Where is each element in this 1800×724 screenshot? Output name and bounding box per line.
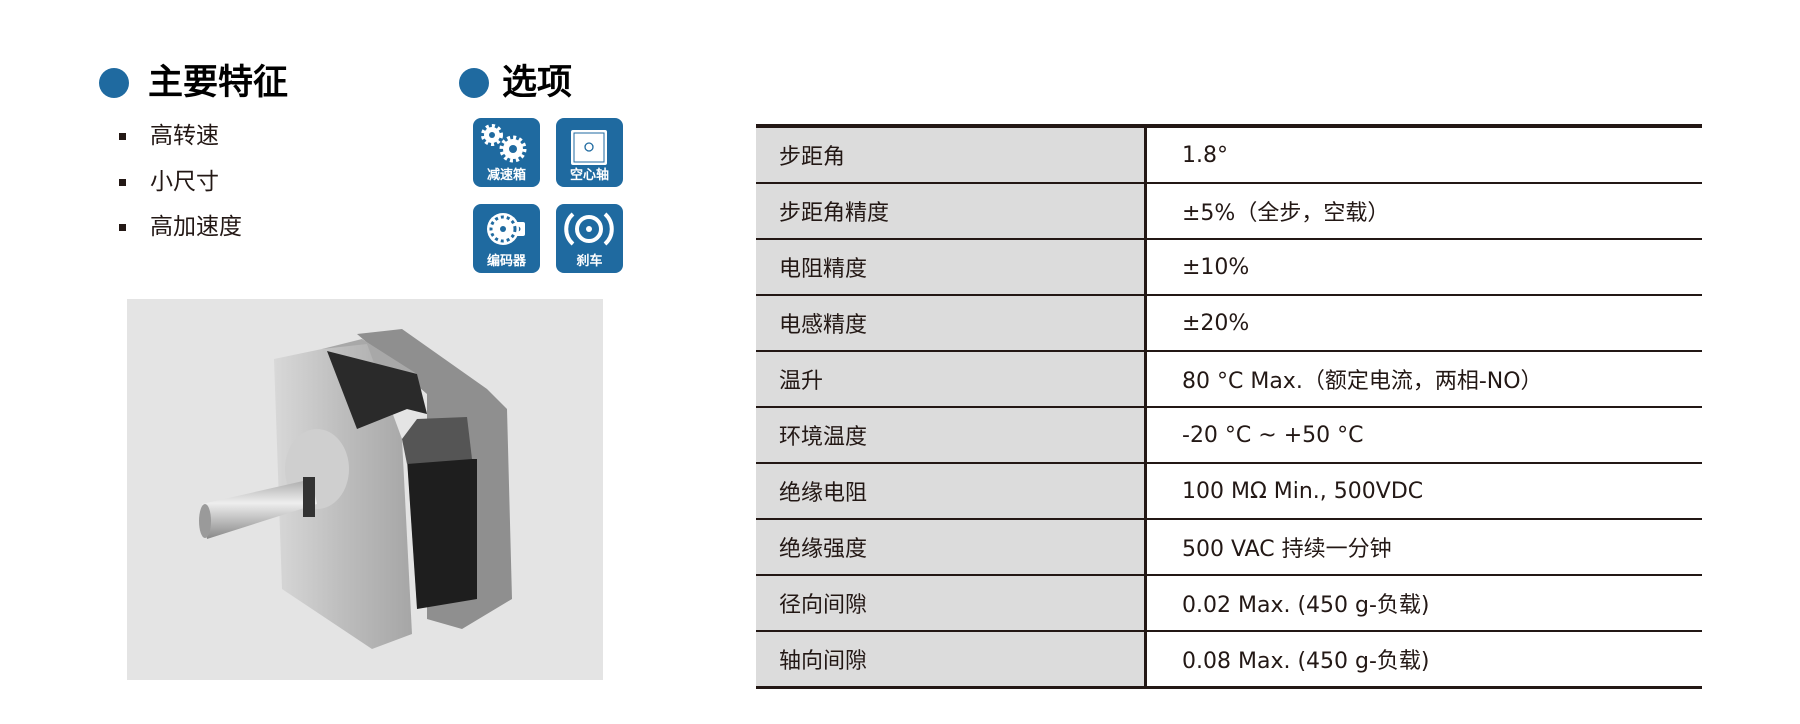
spec-label: 绝缘电阻 bbox=[756, 463, 1147, 520]
brake-icon bbox=[564, 212, 614, 246]
section-bullet-icon bbox=[459, 68, 489, 98]
hollow-shaft-icon bbox=[571, 130, 607, 165]
spec-value: ±20% bbox=[1145, 295, 1702, 352]
spec-row: 步距角 1.8° bbox=[756, 126, 1702, 184]
stepper-motor-image bbox=[199, 329, 512, 649]
option-encoder: 编码器 bbox=[473, 204, 540, 273]
spec-label: 径向间隙 bbox=[756, 575, 1147, 632]
spec-table: 步距角 1.8° 步距角精度 ±5%（全步，空载） 电阻精度 ±10% 电感精度 ±20% 温升… bbox=[756, 124, 1702, 689]
options-heading: 选项 bbox=[502, 63, 573, 103]
spec-label: 电感精度 bbox=[756, 295, 1147, 352]
spec-label: 步距角精度 bbox=[756, 183, 1147, 240]
option-brake: 刹车 bbox=[556, 204, 623, 273]
section-bullet-icon bbox=[99, 68, 129, 98]
spec-value: 1.8° bbox=[1145, 126, 1702, 184]
product-photo bbox=[127, 299, 603, 680]
encoder-icon bbox=[487, 213, 525, 245]
spec-value: 0.02 Max. (450 g-负载) bbox=[1145, 575, 1702, 632]
option-hollow-shaft: 空心轴 bbox=[556, 118, 623, 187]
spec-row: 电感精度 ±20% bbox=[756, 295, 1702, 352]
spec-row: 环境温度 -20 °C ~ +50 °C bbox=[756, 407, 1702, 464]
spec-value: 500 VAC 持续一分钟 bbox=[1145, 519, 1702, 576]
square-bullet-icon bbox=[119, 224, 126, 231]
spec-row: 电阻精度 ±10% bbox=[756, 239, 1702, 296]
spec-value: -20 °C ~ +50 °C bbox=[1145, 407, 1702, 464]
spec-row: 轴向间隙 0.08 Max. (450 g-负载) bbox=[756, 631, 1702, 688]
option-gearbox: 减速箱 bbox=[473, 118, 540, 187]
spec-row: 温升 80 °C Max.（额定电流，两相-NO） bbox=[756, 351, 1702, 408]
spec-value: 0.08 Max. (450 g-负载) bbox=[1182, 649, 1430, 674]
spec-row: 步距角精度 ±5%（全步，空载） bbox=[756, 183, 1702, 240]
spec-value: 100 MΩ Min., 500VDC bbox=[1145, 463, 1702, 520]
spec-label: 步距角 bbox=[756, 126, 1147, 184]
spec-row: 绝缘强度 500 VAC 持续一分钟 bbox=[756, 519, 1702, 576]
spec-label: 环境温度 bbox=[756, 407, 1147, 464]
spec-value: 80 °C Max.（额定电流，两相-NO） bbox=[1145, 351, 1702, 408]
square-bullet-icon bbox=[119, 133, 126, 140]
square-bullet-icon bbox=[119, 179, 126, 186]
spec-value: ±5%（全步，空载） bbox=[1145, 183, 1702, 240]
spec-label: 绝缘强度 bbox=[756, 519, 1147, 576]
spec-label: 轴向间隙 bbox=[756, 631, 1147, 688]
spec-row: 绝缘电阻 100 MΩ Min., 500VDC bbox=[756, 463, 1702, 520]
features-heading: 主要特征 bbox=[148, 63, 289, 103]
spec-value: ±10% bbox=[1145, 239, 1702, 296]
spec-label: 温升 bbox=[756, 351, 1147, 408]
spec-label: 电阻精度 bbox=[756, 239, 1147, 296]
spec-row: 径向间隙 0.02 Max. (450 g-负载) bbox=[756, 575, 1702, 632]
gearbox-icon bbox=[481, 124, 527, 163]
